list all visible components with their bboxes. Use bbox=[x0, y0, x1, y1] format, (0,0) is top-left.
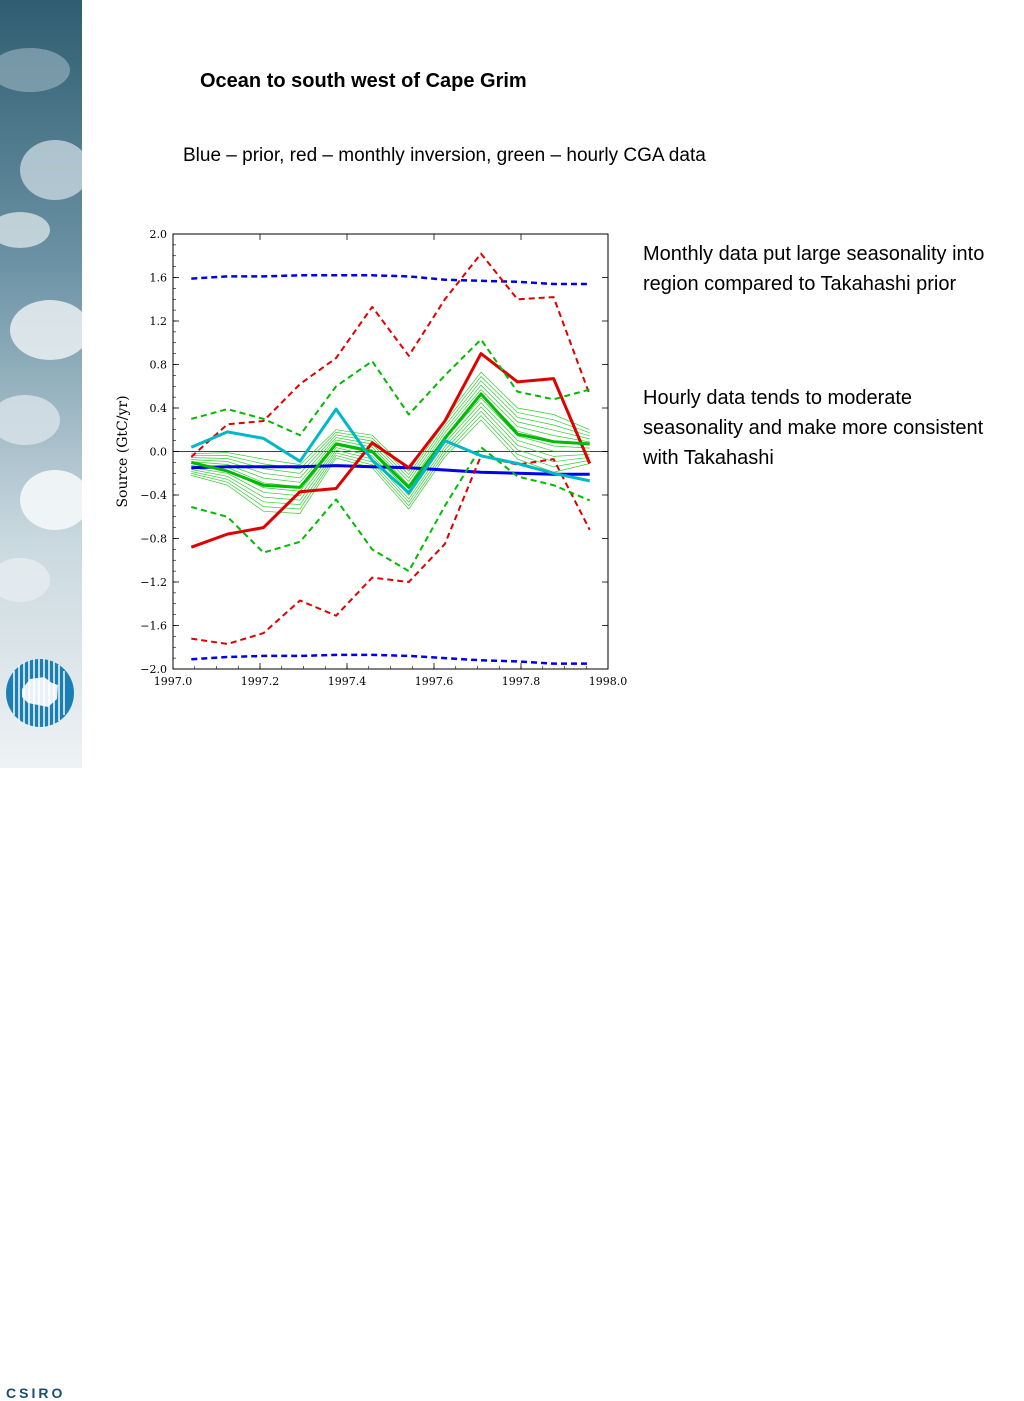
source-chart: 2.01.61.20.80.40.0−0.4−0.8−1.2−1.6−2.019… bbox=[115, 228, 628, 688]
x-tick-label: 1997.4 bbox=[328, 675, 367, 688]
x-tick-label: 1998.0 bbox=[589, 675, 628, 688]
series-hourly-lower bbox=[191, 446, 591, 573]
series-monthly-upper bbox=[190, 252, 591, 458]
logo-text: CSIRO bbox=[6, 1385, 66, 1401]
csiro-logo: CSIRO bbox=[0, 655, 82, 1401]
csiro-emblem bbox=[6, 659, 74, 727]
note-monthly: Monthly data put large seasonality into … bbox=[643, 243, 985, 295]
slide-subtitle: Blue – prior, red – monthly inversion, g… bbox=[183, 145, 706, 166]
sky-image bbox=[0, 0, 82, 768]
series-prior bbox=[191, 464, 590, 476]
hourly-member-line bbox=[191, 384, 590, 483]
y-tick-label: 0.8 bbox=[150, 359, 168, 372]
series-prior-lower bbox=[191, 653, 590, 665]
x-tick-label: 1997.8 bbox=[502, 675, 541, 688]
y-tick-label: −0.4 bbox=[140, 489, 167, 502]
hourly-member-line bbox=[191, 410, 590, 505]
hourly-member-line bbox=[191, 419, 590, 514]
slide-title: Ocean to south west of Cape Grim bbox=[200, 70, 527, 92]
y-tick-label: 2.0 bbox=[150, 228, 168, 241]
y-tick-label: 1.6 bbox=[150, 272, 168, 285]
x-tick-label: 1997.2 bbox=[241, 675, 280, 688]
series-cyan bbox=[190, 407, 591, 495]
y-tick-label: −1.6 bbox=[140, 620, 167, 633]
hourly-member-line bbox=[191, 406, 590, 501]
y-tick-label: 1.2 bbox=[150, 315, 168, 328]
y-tick-label: −1.2 bbox=[140, 576, 167, 589]
x-tick-label: 1997.0 bbox=[154, 675, 193, 688]
x-tick-label: 1997.6 bbox=[415, 675, 454, 688]
series-hourly bbox=[190, 392, 590, 489]
note-hourly: Hourly data tends to moderate seasonalit… bbox=[643, 387, 984, 469]
series-monthly bbox=[190, 352, 592, 549]
series-hourly-upper bbox=[191, 338, 590, 437]
y-tick-label: 0.4 bbox=[150, 402, 168, 415]
hourly-member-line bbox=[191, 371, 590, 472]
hourly-member-line bbox=[191, 415, 590, 510]
hourly-member-line bbox=[191, 397, 590, 493]
sky-banner bbox=[0, 0, 82, 768]
y-tick-label: −0.8 bbox=[140, 533, 167, 546]
series-prior-upper bbox=[191, 274, 590, 286]
y-tick-label: −2.0 bbox=[140, 663, 167, 676]
y-axis-label: Source (GtC/yr) bbox=[115, 395, 131, 507]
y-tick-label: 0.0 bbox=[150, 446, 168, 459]
